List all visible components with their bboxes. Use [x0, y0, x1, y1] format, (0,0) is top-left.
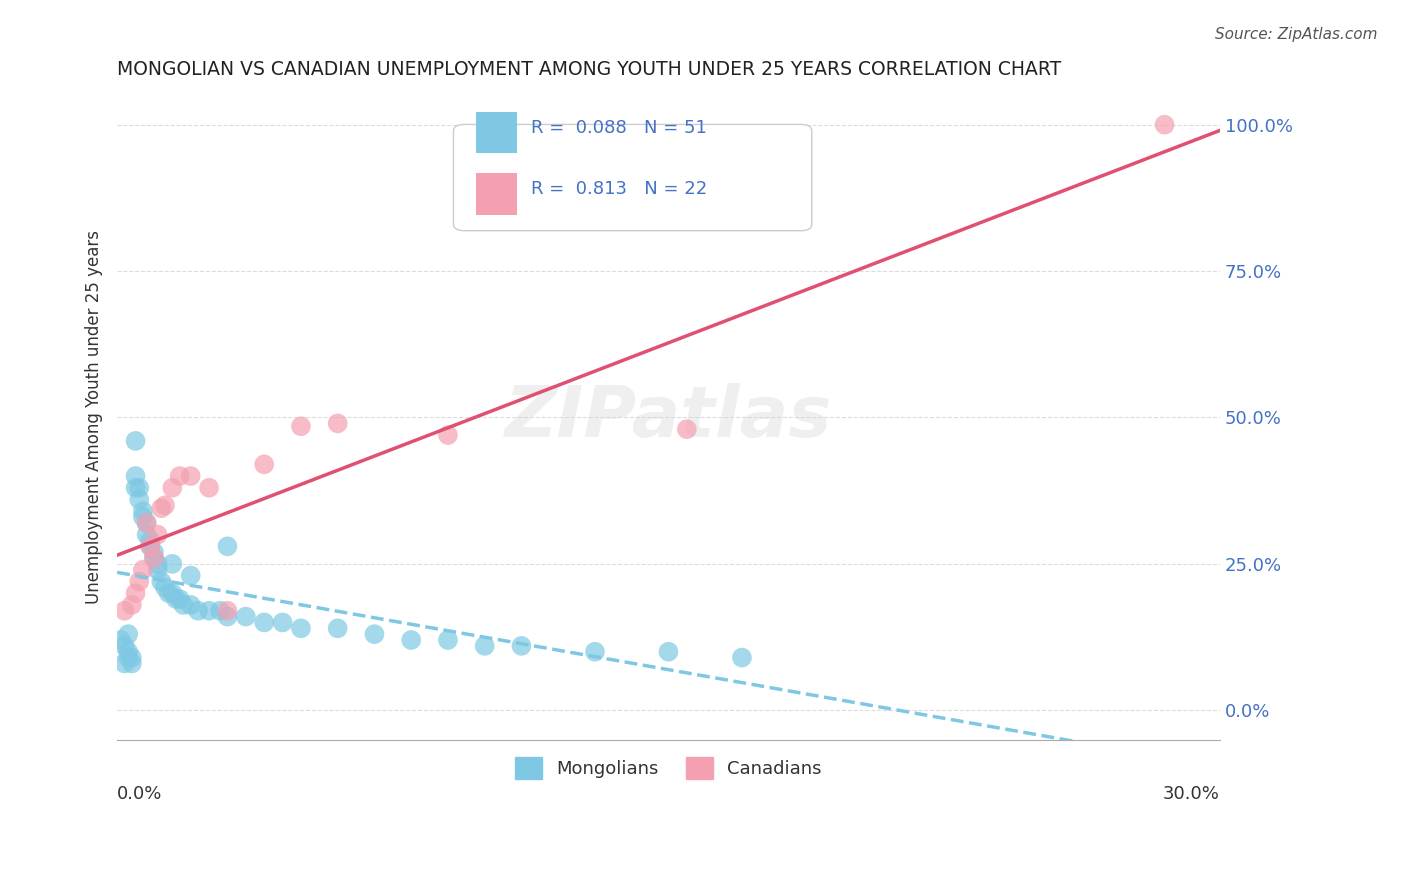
Point — [180, 598, 202, 612]
Point — [114, 657, 136, 671]
Point — [135, 516, 157, 530]
Point — [142, 551, 165, 566]
Point — [162, 481, 184, 495]
Point — [209, 604, 232, 618]
Point — [675, 422, 697, 436]
Point — [146, 527, 169, 541]
Point — [121, 650, 143, 665]
Text: R =  0.813   N = 22: R = 0.813 N = 22 — [530, 180, 707, 198]
Point — [135, 516, 157, 530]
Point — [121, 598, 143, 612]
Point — [290, 621, 312, 635]
Point — [124, 586, 146, 600]
Point — [165, 592, 187, 607]
Point — [117, 645, 139, 659]
Point — [132, 504, 155, 518]
Point — [139, 533, 162, 548]
Point — [363, 627, 385, 641]
Point — [180, 469, 202, 483]
Point — [114, 639, 136, 653]
Point — [146, 563, 169, 577]
Point — [510, 639, 533, 653]
Point — [128, 481, 150, 495]
Point — [146, 557, 169, 571]
Point — [399, 633, 422, 648]
Point — [124, 481, 146, 495]
Point — [142, 545, 165, 559]
FancyBboxPatch shape — [475, 173, 517, 215]
Point — [121, 657, 143, 671]
Text: 0.0%: 0.0% — [117, 785, 163, 803]
Point — [290, 419, 312, 434]
FancyBboxPatch shape — [454, 124, 811, 231]
Text: ZIPatlas: ZIPatlas — [505, 383, 832, 452]
Point — [180, 568, 202, 582]
Point — [139, 539, 162, 553]
Point — [253, 458, 276, 472]
Point — [217, 539, 239, 553]
Legend: Mongolians, Canadians: Mongolians, Canadians — [506, 748, 831, 789]
Point — [169, 592, 191, 607]
Point — [117, 650, 139, 665]
Point — [162, 557, 184, 571]
Point — [731, 650, 754, 665]
Point — [198, 604, 221, 618]
Point — [253, 615, 276, 630]
Point — [110, 633, 132, 648]
Point — [153, 580, 176, 594]
Y-axis label: Unemployment Among Youth under 25 years: Unemployment Among Youth under 25 years — [86, 230, 103, 605]
Text: Source: ZipAtlas.com: Source: ZipAtlas.com — [1215, 27, 1378, 42]
Point — [132, 510, 155, 524]
Point — [217, 609, 239, 624]
Point — [135, 527, 157, 541]
Point — [474, 639, 496, 653]
Point — [437, 633, 460, 648]
FancyBboxPatch shape — [475, 112, 517, 153]
Point — [271, 615, 294, 630]
Point — [326, 621, 349, 635]
Text: 30.0%: 30.0% — [1163, 785, 1220, 803]
Point — [139, 539, 162, 553]
Point — [437, 428, 460, 442]
Point — [235, 609, 257, 624]
Point — [162, 586, 184, 600]
Point — [657, 645, 679, 659]
Point — [169, 469, 191, 483]
Point — [198, 481, 221, 495]
Point — [142, 551, 165, 566]
Point — [150, 574, 173, 589]
Point — [217, 604, 239, 618]
Point — [150, 501, 173, 516]
Point — [128, 492, 150, 507]
Point — [124, 469, 146, 483]
Point — [114, 604, 136, 618]
Point — [124, 434, 146, 448]
Point — [157, 586, 180, 600]
Text: R =  0.088   N = 51: R = 0.088 N = 51 — [530, 119, 706, 136]
Point — [172, 598, 194, 612]
Point — [153, 499, 176, 513]
Point — [187, 604, 209, 618]
Point — [583, 645, 606, 659]
Text: MONGOLIAN VS CANADIAN UNEMPLOYMENT AMONG YOUTH UNDER 25 YEARS CORRELATION CHART: MONGOLIAN VS CANADIAN UNEMPLOYMENT AMONG… — [117, 60, 1062, 78]
Point — [128, 574, 150, 589]
Point — [117, 627, 139, 641]
Point — [326, 417, 349, 431]
Point — [132, 563, 155, 577]
Point — [1153, 118, 1175, 132]
